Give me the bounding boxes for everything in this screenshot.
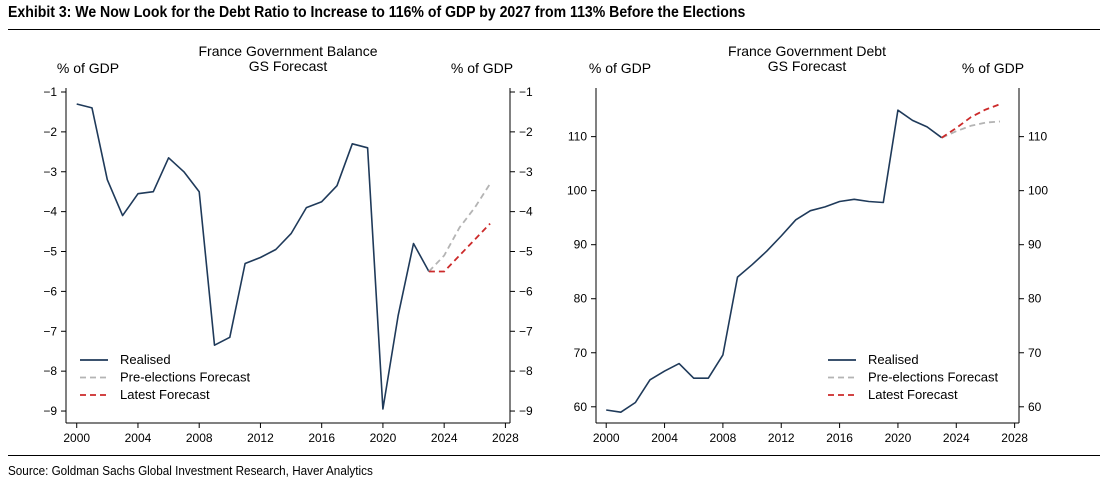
y-axis-label-right: % of GDP (451, 60, 513, 76)
y-tick-label-right: −1 (519, 85, 533, 99)
chart-subtitle: GS Forecast (768, 58, 847, 74)
x-tick-label: 2008 (186, 431, 213, 445)
y-tick-label-right: 80 (1028, 292, 1042, 306)
y-tick-label-right: −5 (519, 245, 533, 259)
y-axis-label-left: % of GDP (589, 60, 651, 76)
chart-title: France Government Balance (199, 43, 378, 59)
series-line-realised (606, 109, 943, 414)
series-line-pre-elections-forecast (428, 183, 491, 273)
y-tick-label-right: 60 (1028, 400, 1042, 414)
x-tick-label: 2016 (308, 431, 335, 445)
legend-label: Pre-elections Forecast (120, 370, 250, 385)
y-tick-label-left: −3 (43, 165, 57, 179)
y-tick-label-left: 90 (574, 238, 588, 252)
legend-label: Realised (120, 352, 171, 367)
y-axis-label-right: % of GDP (962, 60, 1024, 76)
y-tick-label-left: −4 (43, 205, 57, 219)
y-tick-label-left: 60 (574, 400, 588, 414)
top-rule (8, 29, 1100, 30)
y-tick-label-left: −7 (43, 324, 57, 338)
y-tick-label-right: 100 (1028, 184, 1048, 198)
bottom-rule (8, 455, 1100, 456)
y-tick-label-right: −2 (519, 125, 533, 139)
series-line-latest-forecast (941, 103, 1001, 139)
y-tick-label-left: −9 (43, 404, 57, 418)
y-tick-label-left: −8 (43, 364, 57, 378)
x-tick-label: 2004 (651, 431, 678, 445)
legend-label: Latest Forecast (868, 387, 958, 402)
x-tick-label: 2028 (1001, 431, 1028, 445)
x-tick-label: 2020 (885, 431, 912, 445)
series-line-latest-forecast (428, 222, 491, 273)
legend-label: Pre-elections Forecast (868, 370, 998, 385)
y-tick-label-left: −5 (43, 245, 57, 259)
x-tick-label: 2028 (492, 431, 519, 445)
y-tick-label-right: 90 (1028, 238, 1042, 252)
source-note: Source: Goldman Sachs Global Investment … (8, 463, 373, 478)
x-tick-label: 2004 (125, 431, 152, 445)
y-tick-label-left: −1 (43, 85, 57, 99)
x-tick-label: 2012 (768, 431, 795, 445)
x-tick-label: 2012 (247, 431, 274, 445)
y-tick-label-left: −6 (43, 284, 57, 298)
chart-subtitle: GS Forecast (249, 58, 328, 74)
y-tick-label-right: −7 (519, 324, 533, 338)
y-tick-label-left: −2 (43, 125, 57, 139)
legend-label: Latest Forecast (120, 387, 210, 402)
x-tick-label: 2020 (370, 431, 397, 445)
x-tick-label: 2016 (826, 431, 853, 445)
y-tick-label-right: 110 (1028, 130, 1047, 144)
x-tick-label: 2008 (710, 431, 737, 445)
y-tick-label-left: 70 (574, 346, 588, 360)
x-tick-label: 2024 (943, 431, 970, 445)
series-line-realised (76, 103, 430, 410)
y-tick-label-right: −6 (519, 284, 533, 298)
exhibit-title: Exhibit 3: We Now Look for the Debt Rati… (8, 4, 746, 21)
y-tick-label-right: −3 (519, 165, 533, 179)
series-line-pre-elections-forecast (941, 120, 1001, 139)
x-tick-label: 2000 (593, 431, 620, 445)
y-tick-label-right: −4 (519, 205, 533, 219)
legend-label: Realised (868, 352, 919, 367)
x-tick-label: 2024 (431, 431, 458, 445)
y-tick-label-right: −8 (519, 364, 533, 378)
y-tick-label-right: 70 (1028, 346, 1042, 360)
y-axis-label-left: % of GDP (57, 60, 119, 76)
y-tick-label-left: 110 (568, 130, 587, 144)
y-tick-label-right: −9 (519, 404, 533, 418)
y-tick-label-left: 100 (567, 184, 587, 198)
chart-title: France Government Debt (728, 43, 886, 59)
x-tick-label: 2000 (63, 431, 90, 445)
y-tick-label-left: 80 (574, 292, 588, 306)
